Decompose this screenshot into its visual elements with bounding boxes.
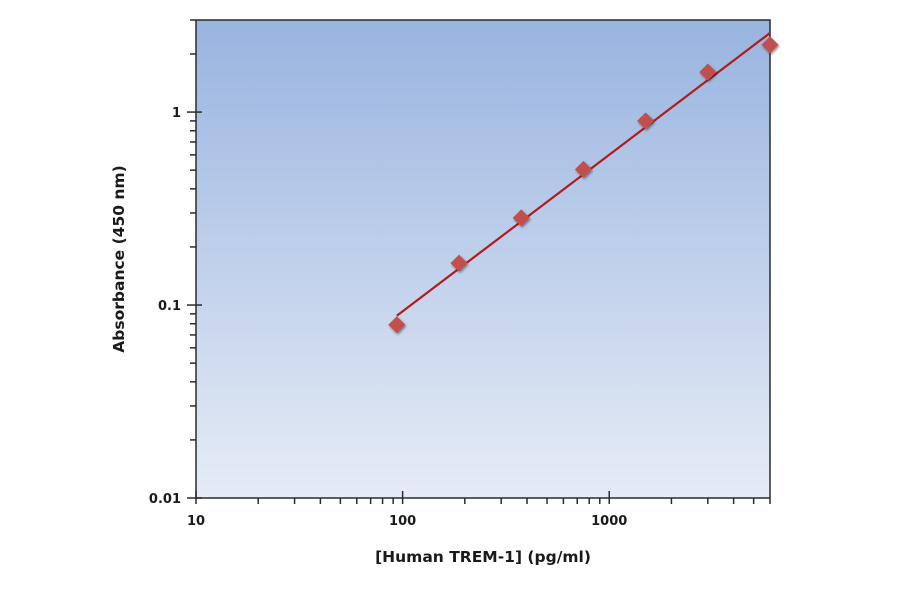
data-point-markers: [388, 36, 779, 334]
y-tick-label: 0.1: [158, 299, 181, 314]
y-tick-label: 0.01: [149, 492, 181, 507]
y-tick-label: 1: [172, 106, 181, 121]
data-point-diamond: [699, 63, 717, 81]
plot-area: [195, 19, 771, 499]
y-axis-title: Absorbance (450 nm): [110, 165, 128, 352]
x-tick-label: 100: [389, 514, 416, 529]
x-axis-ticks: [195, 491, 771, 504]
data-point-diamond: [761, 36, 779, 54]
y-axis-ticks: [187, 19, 202, 499]
x-tick-label: 1000: [591, 514, 627, 529]
data-point-diamond: [388, 316, 406, 334]
data-point-diamond: [512, 209, 530, 227]
data-point-diamond: [450, 254, 468, 272]
x-axis-tick-labels: 10 100 1000: [187, 514, 627, 529]
x-axis-title: [Human TREM-1] (pg/ml): [375, 548, 591, 566]
data-point-diamond: [637, 112, 655, 130]
x-tick-label: 10: [187, 514, 205, 529]
y-axis-tick-labels: 0.01 0.1 1: [149, 106, 181, 507]
data-point-diamond: [574, 160, 592, 178]
